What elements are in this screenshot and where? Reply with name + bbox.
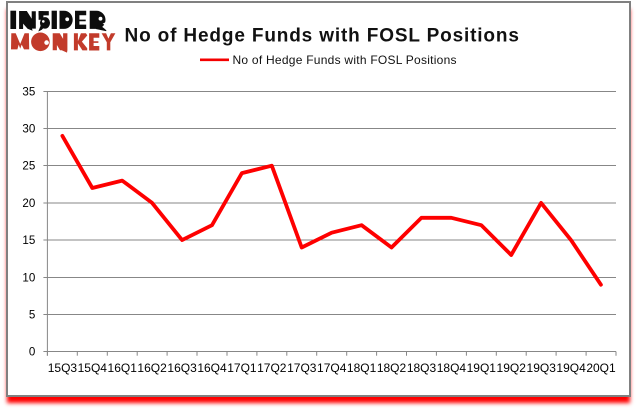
svg-text:19Q2: 19Q2 xyxy=(497,361,527,375)
svg-text:17Q2: 17Q2 xyxy=(257,361,287,375)
svg-text:18Q2: 18Q2 xyxy=(377,361,407,375)
svg-text:17Q1: 17Q1 xyxy=(227,361,257,375)
svg-text:18Q3: 18Q3 xyxy=(407,361,437,375)
svg-text:16Q3: 16Q3 xyxy=(167,361,197,375)
svg-text:19Q1: 19Q1 xyxy=(467,361,497,375)
svg-text:15: 15 xyxy=(22,234,35,247)
svg-text:16Q4: 16Q4 xyxy=(197,361,227,375)
svg-text:25: 25 xyxy=(22,159,35,172)
svg-text:16Q2: 16Q2 xyxy=(137,361,167,375)
svg-text:35: 35 xyxy=(22,85,35,98)
svg-text:10: 10 xyxy=(22,271,35,284)
svg-text:No of Hedge Funds with FOSL Po: No of Hedge Funds with FOSL Positions xyxy=(233,53,457,67)
svg-text:17Q3: 17Q3 xyxy=(287,361,317,375)
svg-text:18Q1: 18Q1 xyxy=(347,361,377,375)
svg-text:15Q4: 15Q4 xyxy=(78,361,108,375)
svg-text:20: 20 xyxy=(22,197,35,210)
svg-text:16Q1: 16Q1 xyxy=(108,361,138,375)
svg-text:17Q4: 17Q4 xyxy=(317,361,347,375)
svg-text:19Q3: 19Q3 xyxy=(527,361,557,375)
svg-text:19Q4: 19Q4 xyxy=(556,361,586,375)
svg-text:5: 5 xyxy=(29,308,35,321)
svg-text:30: 30 xyxy=(22,122,35,135)
svg-text:18Q4: 18Q4 xyxy=(437,361,467,375)
svg-text:20Q1: 20Q1 xyxy=(586,361,616,375)
svg-text:No of Hedge Funds with FOSL Po: No of Hedge Funds with FOSL Positions xyxy=(125,25,520,46)
svg-text:15Q3: 15Q3 xyxy=(48,361,78,375)
svg-text:0: 0 xyxy=(29,345,35,358)
